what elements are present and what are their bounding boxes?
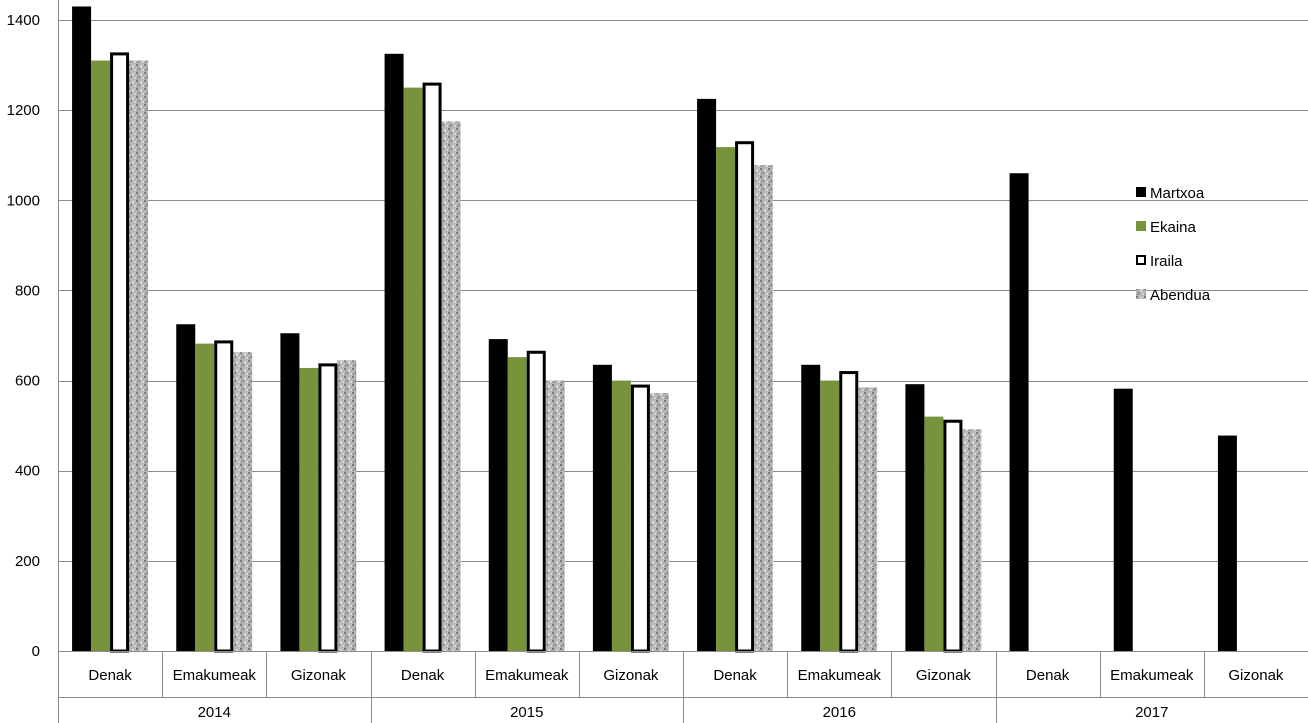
legend-label: Iraila xyxy=(1150,253,1183,270)
grid-lines xyxy=(58,20,1308,562)
bar-iraila-2 xyxy=(318,363,338,653)
y-tick-label: 1200 xyxy=(7,102,40,119)
y-tick-label: 600 xyxy=(15,373,40,390)
bar-ekaina-3 xyxy=(403,87,423,652)
x-category-label: Gizonak xyxy=(1228,667,1284,684)
x-category-label: Gizonak xyxy=(603,667,659,684)
bar-abendua-1 xyxy=(233,352,253,651)
y-tick-label: 1400 xyxy=(7,12,40,29)
bar-martxoa-2 xyxy=(280,333,300,651)
bar-abendua-0 xyxy=(129,60,149,652)
legend-swatch-ekaina xyxy=(1136,221,1146,231)
y-tick-label: 800 xyxy=(15,282,40,299)
bar-martxoa-11 xyxy=(1217,435,1237,651)
bar-iraila-1 xyxy=(214,340,234,653)
x-category-label: Gizonak xyxy=(291,667,347,684)
y-axis-ticks: 0 200 400 600 800 1000 1200 1400 xyxy=(7,12,40,660)
x-category-label: Denak xyxy=(88,667,132,684)
y-tick-label: 0 xyxy=(32,643,40,660)
y-tick-label: 1000 xyxy=(7,192,40,209)
x-group-label: 2017 xyxy=(1135,704,1168,721)
bar-ekaina-4 xyxy=(507,357,527,651)
x-category-label: Denak xyxy=(1026,667,1070,684)
x-category-label: Emakumeak xyxy=(1110,667,1194,684)
x-group-label: 2014 xyxy=(198,704,231,721)
x-category-label: Denak xyxy=(401,667,445,684)
bar-iraila-8 xyxy=(943,419,963,653)
bar-ekaina-1 xyxy=(195,343,215,651)
x-category-label: Emakumeak xyxy=(173,667,257,684)
bar-iraila-6 xyxy=(735,141,755,653)
bar-martxoa-5 xyxy=(592,364,612,651)
bar-abendua-8 xyxy=(962,429,982,651)
bar-abendua-2 xyxy=(337,360,357,651)
bar-ekaina-8 xyxy=(924,416,944,651)
legend-label: Ekaina xyxy=(1150,219,1197,236)
legend-swatch-abendua xyxy=(1136,289,1146,299)
axes xyxy=(58,0,1308,723)
bar-iraila-7 xyxy=(839,371,859,653)
x-category-label: Emakumeak xyxy=(798,667,882,684)
bar-iraila-5 xyxy=(630,384,650,653)
bar-martxoa-10 xyxy=(1113,388,1133,651)
bar-martxoa-1 xyxy=(176,324,196,651)
bar-abendua-7 xyxy=(858,387,878,651)
x-category-label: Denak xyxy=(713,667,757,684)
x-axis-labels: Denak Emakumeak Gizonak Denak Emakumeak Gizon… xyxy=(88,667,1284,721)
bar-ekaina-6 xyxy=(716,147,736,651)
bar-martxoa-3 xyxy=(384,53,404,651)
y-tick-label: 400 xyxy=(15,463,40,480)
bar-martxoa-9 xyxy=(1009,173,1029,651)
bars xyxy=(72,6,1237,653)
bar-martxoa-0 xyxy=(72,6,92,651)
bar-abendua-6 xyxy=(754,165,774,651)
legend-label: Martxoa xyxy=(1150,185,1205,202)
bar-martxoa-7 xyxy=(801,364,821,651)
bar-martxoa-4 xyxy=(488,339,508,651)
bar-ekaina-5 xyxy=(611,380,631,651)
bar-martxoa-8 xyxy=(905,384,925,651)
y-tick-label: 200 xyxy=(15,553,40,570)
x-category-label: Emakumeak xyxy=(485,667,569,684)
bar-abendua-5 xyxy=(649,393,669,651)
legend-label: Abendua xyxy=(1150,287,1211,304)
bar-abendua-3 xyxy=(441,121,461,652)
bar-abendua-4 xyxy=(545,380,565,651)
bar-iraila-0 xyxy=(110,52,130,653)
x-category-label: Gizonak xyxy=(916,667,972,684)
legend-swatch-iraila xyxy=(1136,255,1146,265)
bar-iraila-4 xyxy=(526,350,546,653)
bar-iraila-3 xyxy=(422,82,442,653)
bar-martxoa-6 xyxy=(697,98,717,651)
bar-ekaina-7 xyxy=(820,380,840,651)
bar-ekaina-2 xyxy=(299,367,319,651)
legend: Martxoa Ekaina Iraila Abendua xyxy=(1136,185,1211,304)
bar-ekaina-0 xyxy=(91,60,111,652)
legend-swatch-martxoa xyxy=(1136,187,1146,197)
x-group-label: 2016 xyxy=(823,704,856,721)
x-group-label: 2015 xyxy=(510,704,543,721)
